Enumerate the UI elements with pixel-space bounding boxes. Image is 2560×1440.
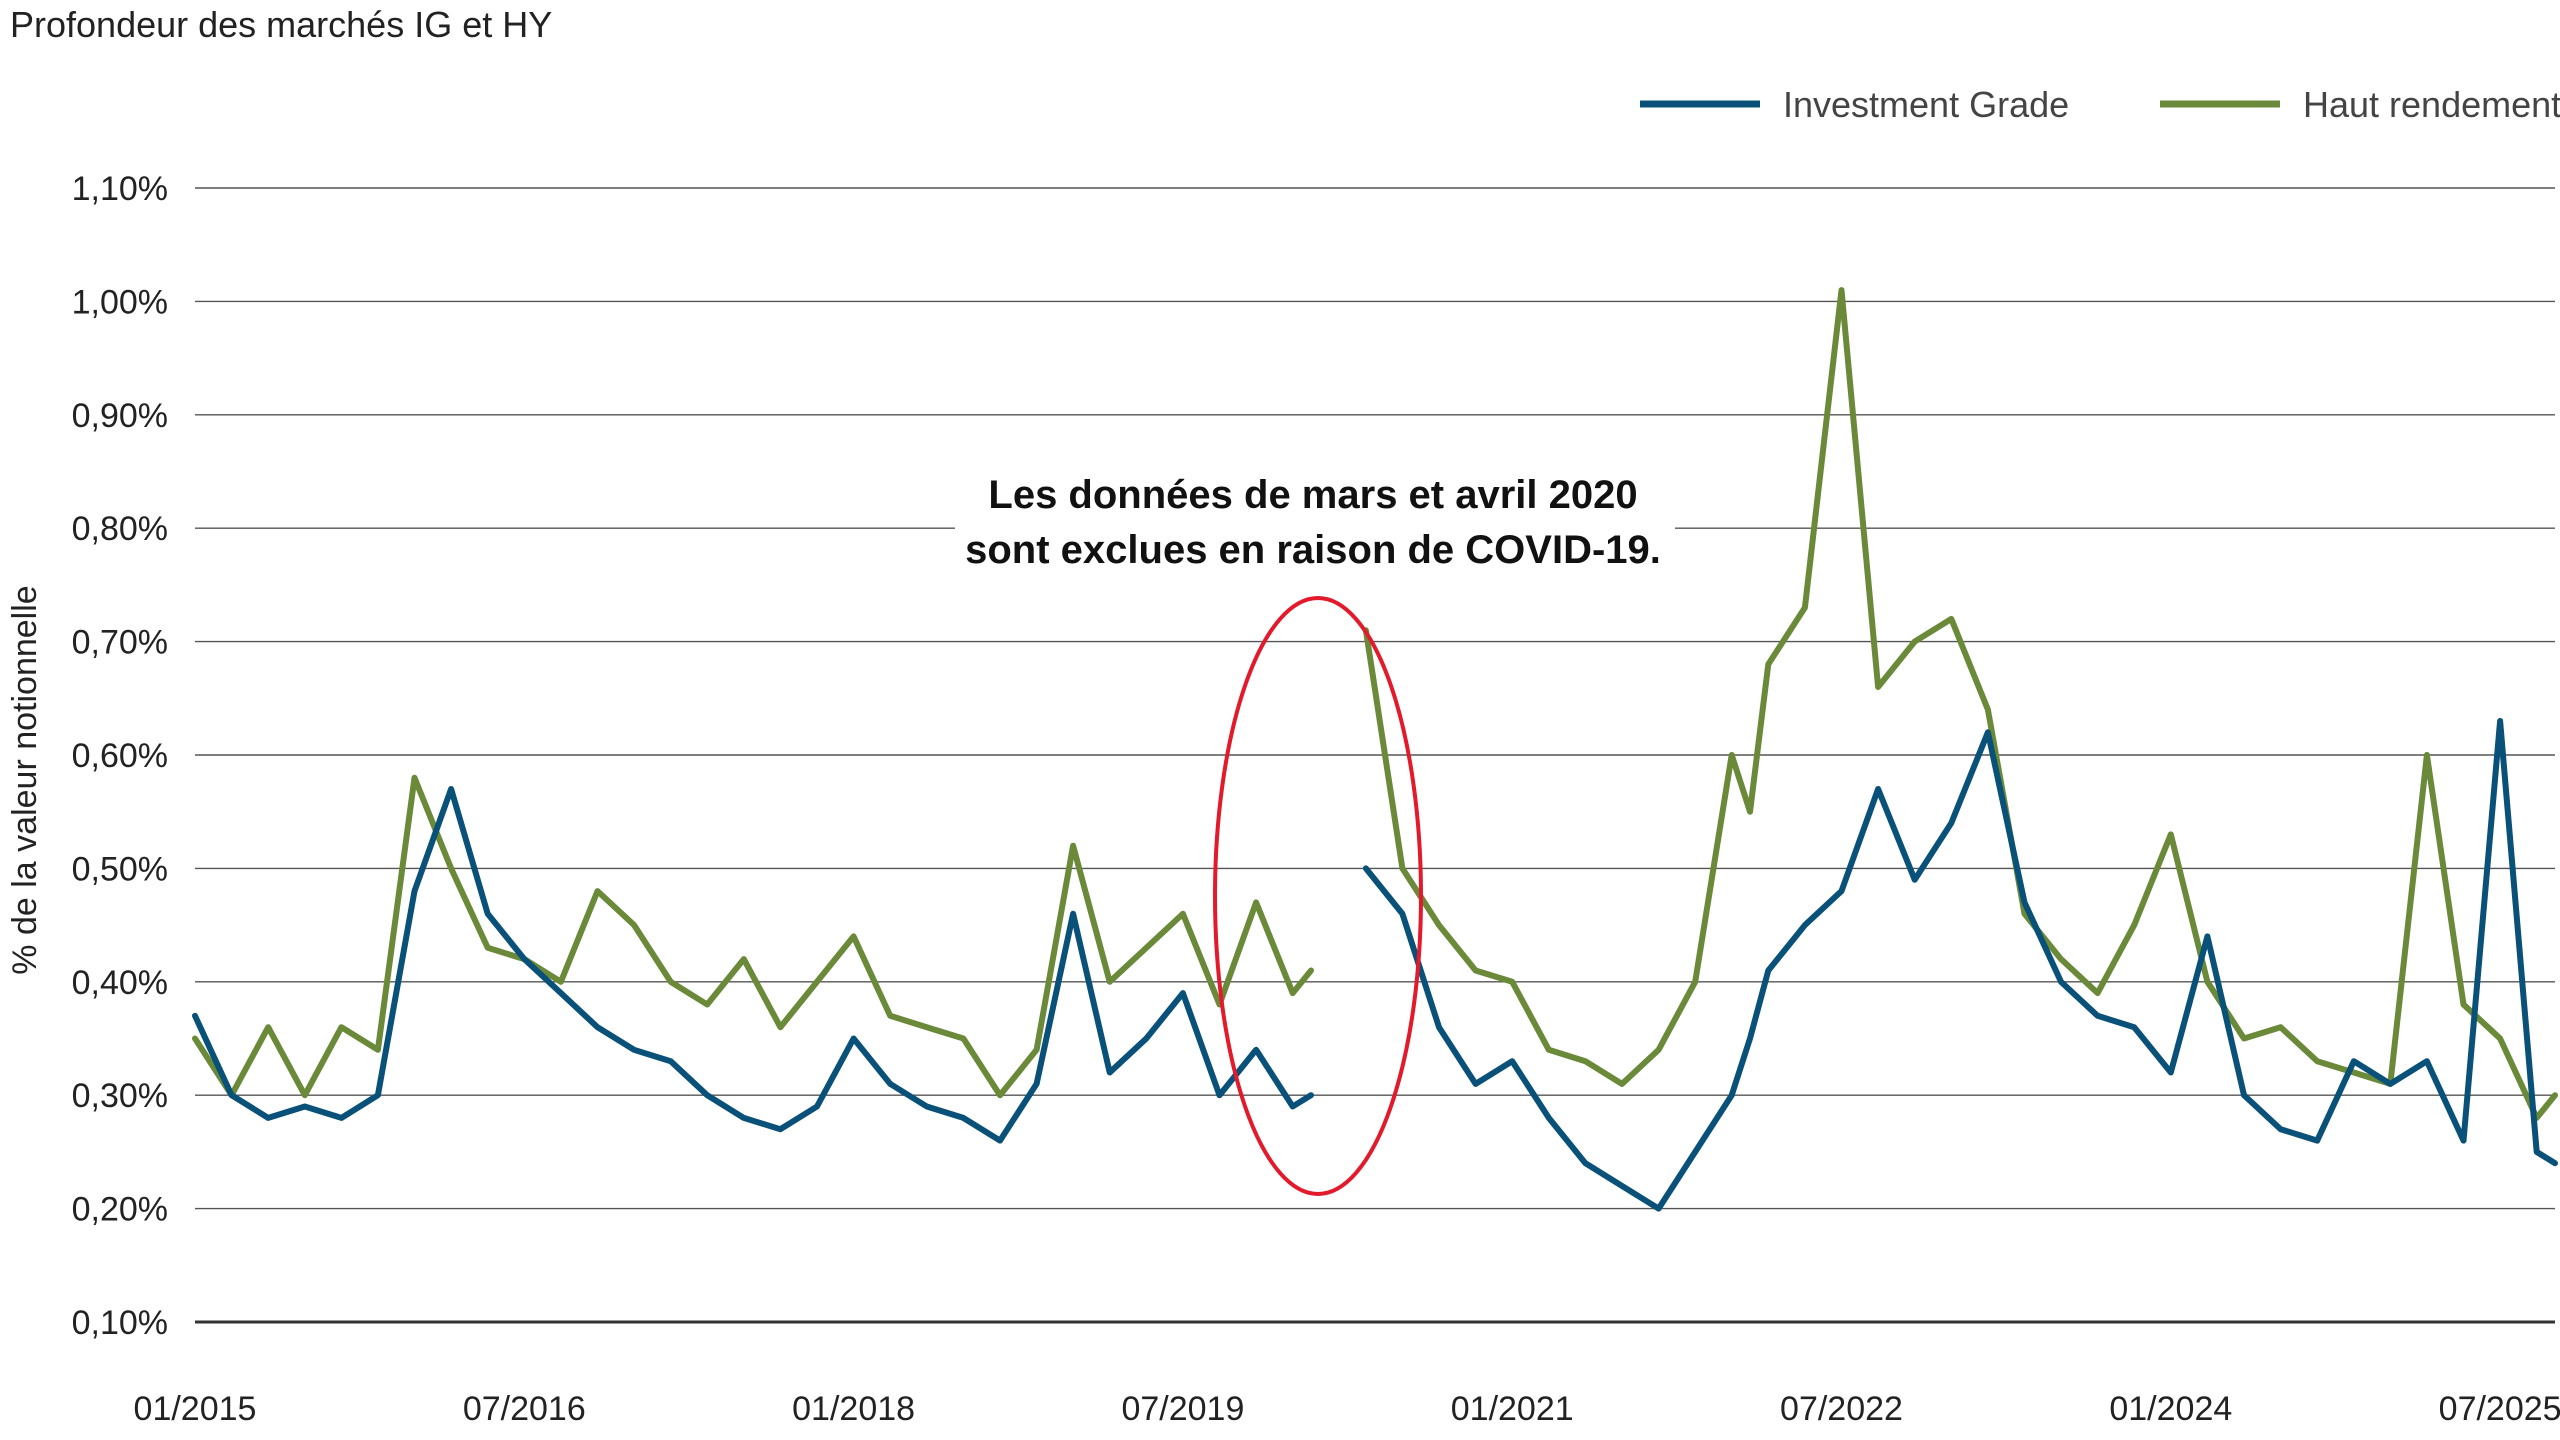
- annotation-text: sont exclues en raison de COVID-19.: [965, 528, 1661, 572]
- annotation-text: Les données de mars et avril 2020: [988, 473, 1637, 517]
- y-tick-label: 0,20%: [72, 1191, 168, 1229]
- x-tick-label: 01/2018: [792, 1390, 915, 1428]
- y-tick-label: 0,50%: [72, 850, 168, 888]
- x-tick-label: 01/2024: [2109, 1390, 2232, 1428]
- y-tick-label: 0,60%: [72, 737, 168, 775]
- y-axis-ticks: 1,10% 1,00% 0,90% 0,80% 0,70% 0,60% 0,50% 0,40%…: [72, 170, 168, 1342]
- y-tick-label: 0,40%: [72, 964, 168, 1002]
- x-tick-label: 07/2025: [2439, 1390, 2560, 1428]
- y-tick-label: 0,10%: [72, 1304, 168, 1342]
- covid-annotation: Les données de mars et avril 2020 sont ex…: [955, 455, 1675, 1196]
- ig-series-line: [1362, 718, 2558, 1212]
- y-tick-label: 1,10%: [72, 170, 168, 208]
- grid-lines: [195, 187, 2555, 1324]
- y-tick-label: 1,00%: [72, 283, 168, 321]
- x-tick-label: 07/2022: [1780, 1390, 1903, 1428]
- highlight-ellipse: [1213, 596, 1423, 1196]
- hy-series-line: [1362, 287, 2558, 1121]
- x-tick-label: 01/2021: [1451, 1390, 1574, 1428]
- chart-title: Profondeur des marchés IG et HY: [10, 4, 553, 45]
- y-tick-label: 0,80%: [72, 510, 168, 548]
- hy-series-line: [192, 774, 1314, 1099]
- y-axis-label: % de la valeur notionnelle: [6, 585, 44, 974]
- x-tick-label: 01/2015: [134, 1390, 257, 1428]
- y-tick-label: 0,30%: [72, 1077, 168, 1115]
- x-axis-ticks: 01/2015 07/2016 01/2018 07/2019 01/2021 07/20…: [134, 1390, 2560, 1428]
- legend-label: Investment Grade: [1783, 84, 2069, 125]
- y-tick-label: 0,70%: [72, 624, 168, 662]
- legend: Investment Grade Haut rendement: [1640, 84, 2560, 125]
- ig-series-line: [192, 786, 1314, 1144]
- series-group: [192, 287, 2558, 1212]
- y-tick-label: 0,90%: [72, 397, 168, 435]
- legend-label: Haut rendement: [2303, 84, 2560, 125]
- x-tick-label: 07/2019: [1121, 1390, 1244, 1428]
- annotation-background: [955, 455, 1675, 605]
- x-tick-label: 07/2016: [463, 1390, 586, 1428]
